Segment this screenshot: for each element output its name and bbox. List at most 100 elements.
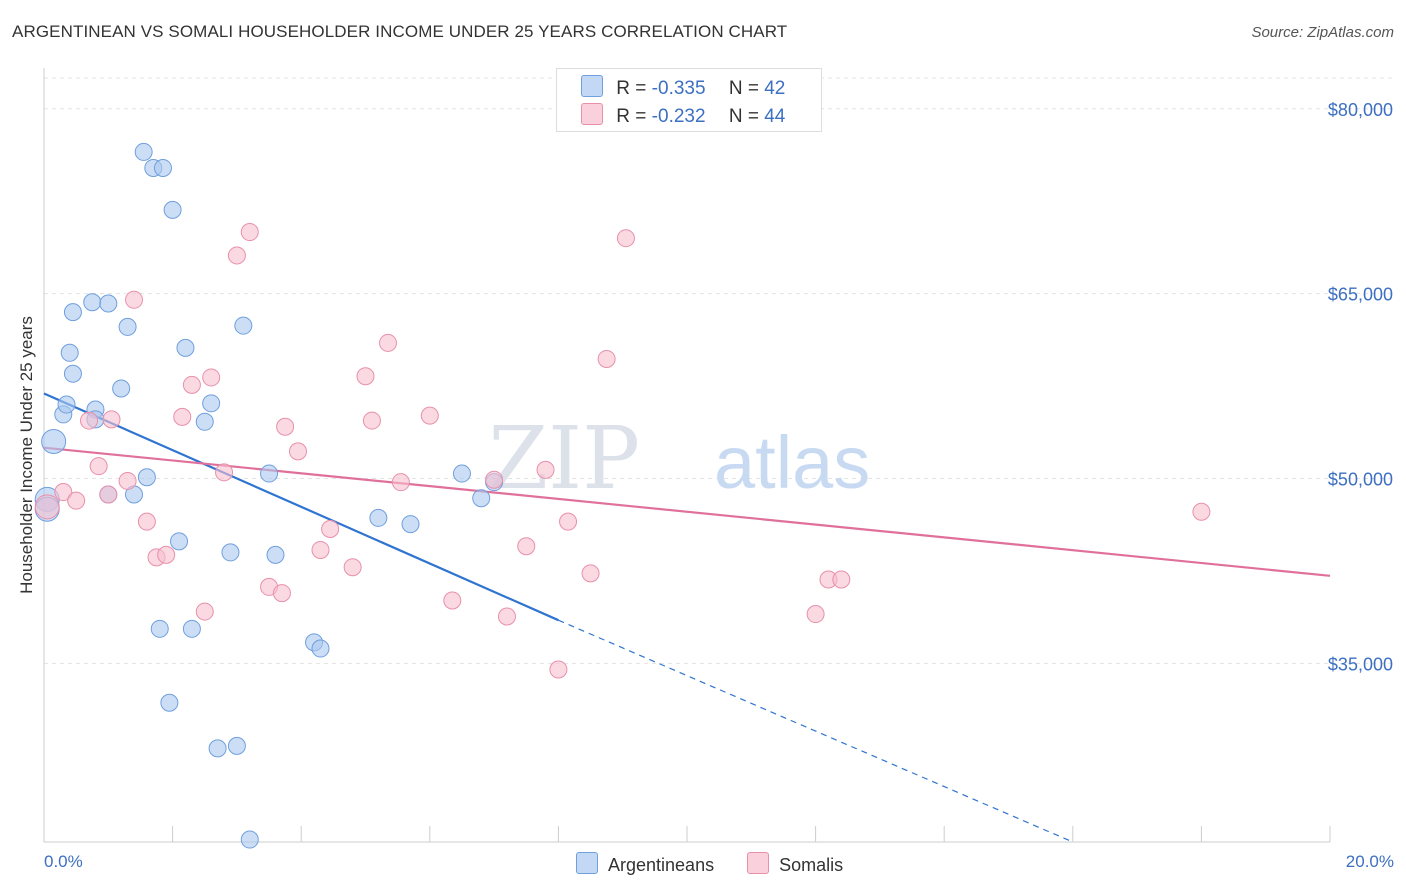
data-point xyxy=(99,485,118,504)
series-swatch-argentineans xyxy=(576,852,598,874)
series-legend-argentineans: Argentineans xyxy=(576,852,714,876)
data-point xyxy=(391,473,410,492)
data-point xyxy=(379,333,398,352)
chart-title: ARGENTINEAN VS SOMALI HOUSEHOLDER INCOME… xyxy=(12,22,788,41)
data-point xyxy=(266,545,285,564)
data-point xyxy=(311,540,330,559)
data-point xyxy=(272,584,291,603)
data-point xyxy=(63,364,82,383)
data-point xyxy=(288,442,307,461)
data-point xyxy=(276,417,295,436)
data-point xyxy=(102,410,121,429)
data-point xyxy=(83,293,102,312)
legend-r-label: R = xyxy=(616,78,647,99)
data-point xyxy=(41,429,67,455)
data-point xyxy=(311,639,330,658)
y-tick-labels: $35,000 $50,000 $65,000 $80,000 xyxy=(1328,100,1393,675)
data-point xyxy=(202,368,221,387)
data-point xyxy=(182,375,201,394)
data-point xyxy=(202,394,221,413)
data-point xyxy=(227,246,246,265)
data-point xyxy=(99,294,118,313)
data-point xyxy=(616,229,635,248)
x-tick-label-min: 0.0% xyxy=(44,852,83,871)
data-point xyxy=(118,317,137,336)
legend-r-label: R = xyxy=(616,106,647,127)
data-point xyxy=(221,543,240,562)
data-point xyxy=(34,494,60,520)
data-point xyxy=(60,343,79,362)
series-legend-somalis: Somalis xyxy=(747,852,843,876)
data-point xyxy=(150,619,169,638)
data-point xyxy=(369,508,388,527)
legend-r-value: -0.232 xyxy=(651,106,706,127)
legend-row-argentineans: R = -0.335 N = 42 xyxy=(581,75,785,101)
data-point xyxy=(182,619,201,638)
data-point xyxy=(173,407,192,426)
data-point xyxy=(497,607,516,626)
correlation-legend: R = -0.335 N = 42 R = -0.232 N = 44 xyxy=(556,68,822,132)
series-somalis xyxy=(34,223,1211,679)
trendline-solid xyxy=(43,446,1331,577)
data-point xyxy=(137,512,156,531)
data-point xyxy=(597,349,616,368)
source-note: Source: ZipAtlas.com xyxy=(1251,24,1394,41)
y-tick-label: $65,000 xyxy=(1328,285,1393,305)
data-point xyxy=(452,464,471,483)
x-tick-label-max: 20.0% xyxy=(1345,852,1394,871)
data-point xyxy=(321,520,340,539)
data-point xyxy=(356,367,375,386)
series-legend-label: Somalis xyxy=(779,855,844,875)
data-point xyxy=(472,489,491,508)
legend-swatch-argentineans xyxy=(581,75,603,97)
data-point xyxy=(176,338,195,357)
watermark-atlas: atlas xyxy=(714,421,870,504)
data-points xyxy=(34,142,1211,849)
trendline-dashed xyxy=(558,619,1074,843)
legend-r-value: -0.335 xyxy=(651,78,706,99)
data-point xyxy=(260,464,279,483)
data-point xyxy=(170,532,189,551)
series-legend-label: Argentineans xyxy=(608,855,715,875)
data-point xyxy=(112,379,131,398)
data-point xyxy=(1192,502,1211,521)
axes xyxy=(43,68,1331,843)
legend-n-label: N = xyxy=(728,106,759,127)
data-point xyxy=(549,660,568,679)
y-tick-label: $80,000 xyxy=(1328,100,1393,120)
data-point xyxy=(401,515,420,534)
data-point xyxy=(195,602,214,621)
trendline-solid xyxy=(43,392,559,622)
data-point xyxy=(227,736,246,755)
data-point xyxy=(443,591,462,610)
data-point xyxy=(89,457,108,476)
legend-n-value: 42 xyxy=(764,78,786,99)
data-point xyxy=(57,395,76,414)
data-point xyxy=(63,303,82,322)
legend-swatch-somalis xyxy=(581,103,603,125)
series-legend: Argentineans Somalis xyxy=(576,852,871,876)
legend-n-label: N = xyxy=(728,78,759,99)
data-point xyxy=(208,739,227,758)
data-point xyxy=(157,545,176,564)
data-point xyxy=(195,412,214,431)
data-point xyxy=(420,406,439,425)
trendlines xyxy=(43,392,1331,843)
data-point xyxy=(160,693,179,712)
data-point xyxy=(134,142,153,161)
data-point xyxy=(343,558,362,577)
data-point xyxy=(234,316,253,335)
legend-n-value: 44 xyxy=(764,106,786,127)
watermark-zip: ZIP xyxy=(488,409,640,509)
data-point xyxy=(806,605,825,624)
data-point xyxy=(362,411,381,430)
data-point xyxy=(240,830,259,849)
legend-row-somalis: R = -0.232 N = 44 xyxy=(581,103,785,129)
data-point xyxy=(67,491,86,510)
data-point xyxy=(163,200,182,219)
data-point xyxy=(832,570,851,589)
data-point xyxy=(125,290,144,309)
data-point xyxy=(240,223,259,242)
data-point xyxy=(153,158,172,177)
